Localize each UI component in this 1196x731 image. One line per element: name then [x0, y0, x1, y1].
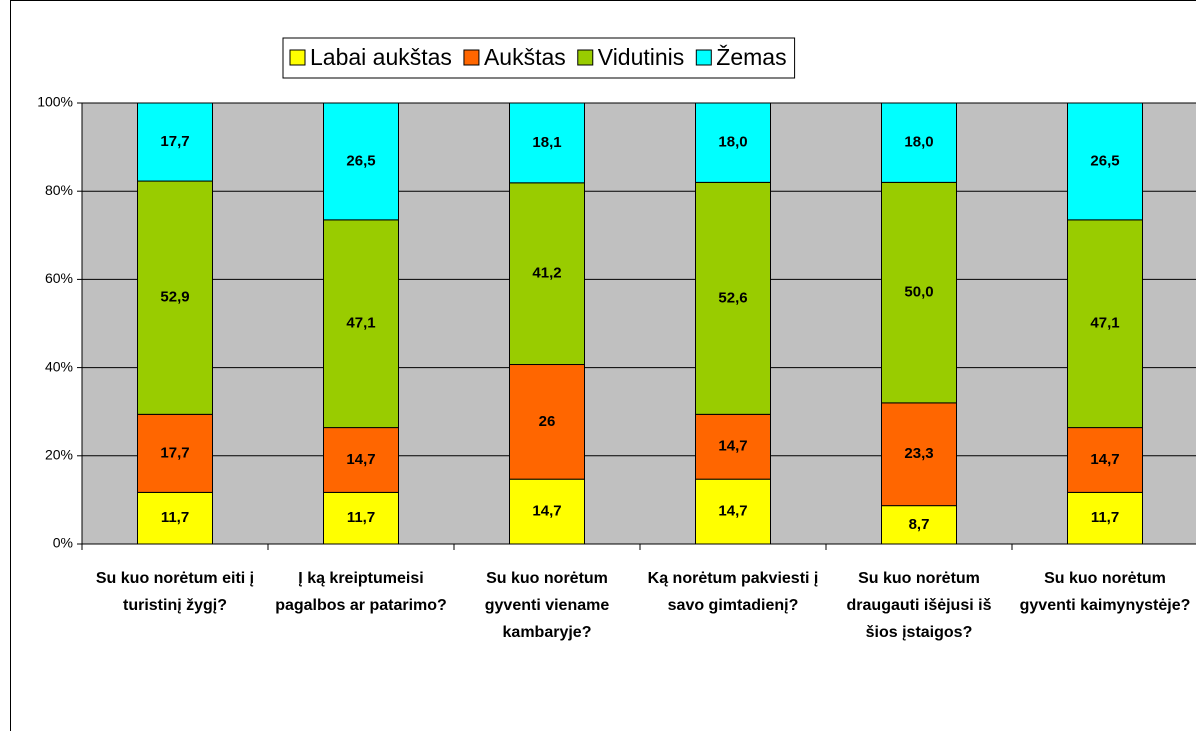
- bar-segment: [323, 491, 399, 545]
- data-label: 14,7: [718, 438, 747, 455]
- data-label: 18,0: [718, 134, 747, 151]
- y-tick-label: 20%: [45, 447, 73, 463]
- legend-label: Labai aukštas: [310, 44, 452, 70]
- bar-segment: [1067, 491, 1143, 545]
- bar-segment: [509, 364, 585, 480]
- data-label: 14,7: [1090, 451, 1119, 468]
- bar-segment: [695, 413, 771, 480]
- legend-swatch: [577, 49, 594, 66]
- x-tick-label: Su kuo norėtum draugauti išėjusi iš šios…: [846, 570, 992, 641]
- data-label: 11,7: [347, 509, 375, 526]
- bar-segment: [1067, 102, 1143, 221]
- legend-swatch: [463, 49, 480, 66]
- data-label: 23,3: [904, 445, 933, 462]
- bar-segment: [881, 181, 957, 404]
- bar-segment: [509, 182, 585, 366]
- data-label: 18,1: [532, 134, 561, 151]
- data-label: 52,9: [160, 289, 189, 306]
- bar-segment: [137, 102, 213, 182]
- data-label: 11,7: [161, 509, 189, 526]
- data-label: 8,7: [909, 516, 930, 533]
- data-label: 26: [539, 413, 556, 430]
- y-tick-label: 100%: [37, 94, 73, 110]
- bar-segment: [695, 181, 771, 415]
- legend-swatch: [289, 49, 306, 66]
- bar-segment: [509, 478, 585, 545]
- x-tick-label: Su kuo norėtum gyventi kaimynystėje?: [1019, 570, 1191, 614]
- data-label: 11,7: [1091, 509, 1119, 526]
- bar-segment: [881, 505, 957, 545]
- data-label: 26,5: [1090, 152, 1119, 169]
- x-tick-label: Su kuo norėtum eiti į turistinį žygį?: [95, 570, 255, 614]
- data-label: 14,7: [532, 503, 561, 520]
- bar-segment: [323, 102, 399, 221]
- x-tick-label: Į ką kreiptumeisi pagalbos ar patarimo?: [275, 570, 447, 614]
- y-tick-label: 0%: [53, 535, 73, 551]
- data-label: 17,7: [160, 133, 189, 150]
- legend-label: Vidutinis: [598, 44, 685, 70]
- data-label: 14,7: [718, 503, 747, 520]
- bar-segment: [323, 427, 399, 493]
- bar-segment: [137, 180, 213, 415]
- y-tick-label: 80%: [45, 182, 73, 198]
- plot-area: [82, 103, 1196, 544]
- data-label: 41,2: [532, 265, 561, 282]
- y-tick-label: 60%: [45, 270, 73, 286]
- legend-label: Aukštas: [484, 44, 566, 70]
- data-label: 47,1: [1090, 315, 1119, 332]
- data-label: 52,6: [718, 289, 747, 306]
- bar-segment: [881, 102, 957, 183]
- bar-segment: [323, 219, 399, 429]
- legend-label: Žemas: [716, 44, 786, 70]
- x-tick-label: Su kuo norėtum gyventi viename kambaryje…: [484, 570, 610, 641]
- x-tick-label: Ką norėtum pakviesti į savo gimtadienį?: [647, 570, 819, 614]
- data-label: 47,1: [346, 315, 375, 332]
- legend: Labai aukštas Aukštas Vidutinis Žemas: [282, 37, 796, 79]
- bar-segment: [695, 102, 771, 183]
- data-label: 18,0: [904, 134, 933, 151]
- bar-segment: [509, 102, 585, 184]
- data-label: 26,5: [346, 152, 375, 169]
- y-tick-label: 40%: [45, 358, 73, 374]
- legend-swatch: [695, 49, 712, 66]
- data-label: 50,0: [904, 284, 933, 301]
- bar-segment: [1067, 427, 1143, 493]
- data-label: 17,7: [160, 444, 189, 461]
- data-label: 14,7: [346, 451, 375, 468]
